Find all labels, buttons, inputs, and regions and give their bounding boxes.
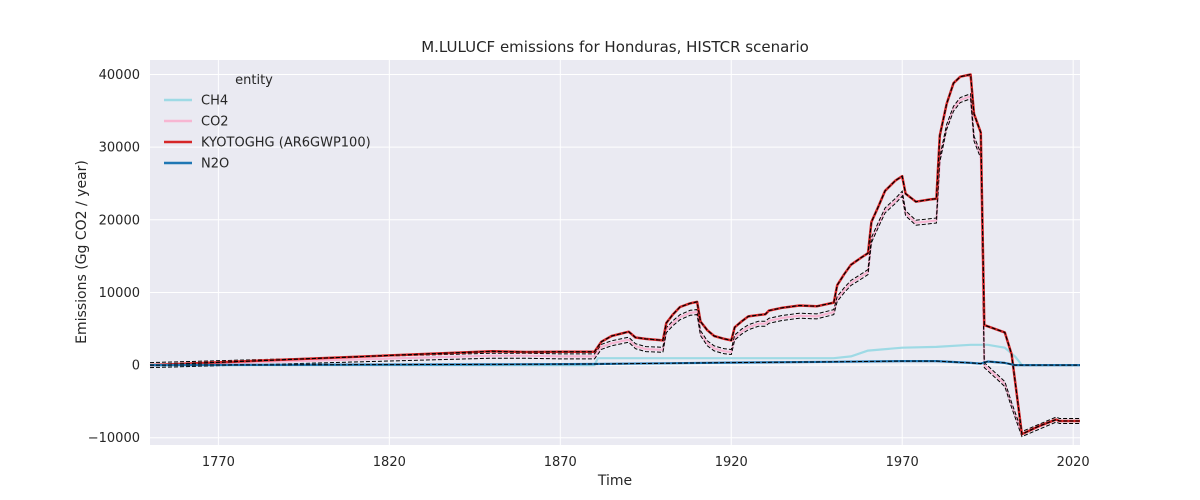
- x-tick-label: 2020: [1057, 455, 1090, 470]
- legend-label-co2: CO2: [201, 115, 229, 130]
- legend: entity CH4 CO2 KYOTOGHG (AR6GWP100) N2O: [164, 73, 371, 172]
- reference-dashed-line: [149, 73, 1080, 435]
- plot-area: [150, 60, 1080, 445]
- legend-label-n2o: N2O: [201, 157, 229, 172]
- legend-label-kyotoghg-ar6gwp100: KYOTOGHG (AR6GWP100): [201, 136, 371, 151]
- y-axis-label: Emissions (Gg CO2 / year): [74, 160, 90, 344]
- x-tick-label: 1970: [886, 455, 919, 470]
- x-axis-label: Time: [597, 473, 632, 489]
- series-line-co2: [149, 95, 1080, 436]
- x-tick-label: 1870: [544, 455, 577, 470]
- reference-dashed-line: [149, 360, 1080, 366]
- y-tick-label: 30000: [99, 141, 140, 156]
- x-axis-ticks: 1770 1820 1870 1920 1970 2020: [202, 455, 1090, 470]
- x-tick-label: 1770: [202, 455, 235, 470]
- chart-title: M.LULUCF emissions for Honduras, HISTCR …: [421, 38, 809, 56]
- y-tick-label: 20000: [99, 213, 140, 228]
- series-lines: [149, 73, 1080, 438]
- legend-title: entity: [235, 73, 273, 88]
- y-tick-label: 0: [132, 359, 140, 374]
- x-tick-label: 1820: [373, 455, 406, 470]
- x-tick-label: 1920: [715, 455, 748, 470]
- y-tick-label: −10000: [88, 431, 140, 446]
- y-tick-label: 10000: [99, 286, 140, 301]
- y-tick-label: 40000: [99, 68, 140, 83]
- y-axis-ticks: −10000 0 10000 20000 30000 40000: [88, 68, 140, 446]
- reference-dashed-line: [149, 98, 1080, 438]
- legend-label-ch4: CH4: [201, 94, 228, 109]
- grid: [150, 60, 1080, 445]
